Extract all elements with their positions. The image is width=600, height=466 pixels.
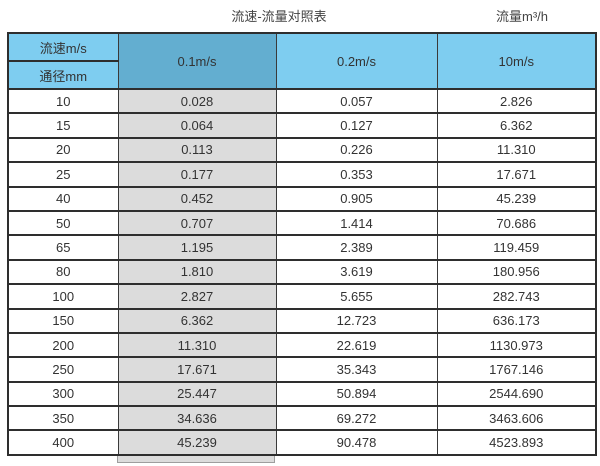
table-row: 400 45.239 90.478 4523.893: [7, 429, 597, 456]
flow-value-cell: 17.671: [436, 161, 597, 188]
table-row: 50 0.707 1.414 70.686: [7, 209, 597, 237]
flow-value-cell: 0.353: [275, 161, 438, 188]
flow-value-cell: 1767.146: [436, 356, 597, 383]
table-row: 350 34.636 69.272 3463.606: [7, 405, 597, 432]
flow-value-cell: 0.064: [117, 112, 277, 139]
flow-value-cell: 119.459: [436, 234, 597, 261]
table-row: 65 1.195 2.389 119.459: [7, 234, 597, 261]
flow-unit-label: 流量m³/h: [495, 9, 549, 24]
flow-value-cell: 2544.690: [436, 380, 597, 408]
flow-value-cell: 282.743: [436, 283, 597, 310]
flow-value-cell: 0.028: [117, 87, 277, 115]
diameter-cell: 50: [7, 209, 119, 237]
flow-value-cell: 0.707: [117, 209, 277, 237]
flow-value-cell: 3.619: [275, 258, 438, 286]
flow-value-cell: 1.414: [275, 209, 438, 237]
flow-value-cell: 34.636: [117, 405, 277, 432]
flow-value-cell: 50.894: [275, 380, 438, 408]
flow-value-cell: 69.272: [275, 405, 438, 432]
table-row: 200 11.310 22.619 1130.973: [7, 331, 597, 359]
flow-value-cell: 1.810: [117, 258, 277, 286]
flow-value-cell: 45.239: [117, 429, 277, 456]
header-diameter-label: 通径mm: [7, 60, 119, 90]
flow-value-cell: 12.723: [275, 307, 438, 334]
flow-value-cell: 90.478: [275, 429, 438, 456]
flow-value-cell: 0.226: [275, 136, 438, 164]
flow-value-cell: 2.389: [275, 234, 438, 261]
flow-value-cell: 45.239: [436, 185, 597, 212]
table-row: 20 0.113 0.226 11.310: [7, 136, 597, 164]
flow-value-cell: 6.362: [436, 112, 597, 139]
flow-value-cell: 0.452: [117, 185, 277, 212]
flow-rate-table: 流速m/s 0.1m/s 0.2m/s 10m/s 通径mm 10 0.028 0.…: [7, 32, 597, 456]
flow-value-cell: 2.827: [117, 283, 277, 310]
diameter-cell: 100: [7, 283, 119, 310]
flow-value-cell: 0.905: [275, 185, 438, 212]
column-header-0-1ms: 0.1m/s: [117, 32, 277, 90]
diameter-cell: 10: [7, 87, 119, 115]
flow-value-cell: 1130.973: [436, 331, 597, 359]
flow-value-cell: 70.686: [436, 209, 597, 237]
diameter-cell: 250: [7, 356, 119, 383]
flow-value-cell: 180.956: [436, 258, 597, 286]
column-header-10ms: 10m/s: [436, 32, 597, 90]
flow-value-cell: 25.447: [117, 380, 277, 408]
diameter-cell: 200: [7, 331, 119, 359]
diameter-cell: 80: [7, 258, 119, 286]
diameter-cell: 350: [7, 405, 119, 432]
header-velocity-label: 流速m/s: [7, 32, 119, 62]
column-header-0-2ms: 0.2m/s: [275, 32, 438, 90]
table-row: 80 1.810 3.619 180.956: [7, 258, 597, 286]
flow-value-cell: 17.671: [117, 356, 277, 383]
flow-value-cell: 636.173: [436, 307, 597, 334]
flow-value-cell: 0.113: [117, 136, 277, 164]
diameter-cell: 20: [7, 136, 119, 164]
page-title: 流速-流量对照表: [231, 9, 327, 24]
table-header: 流速m/s 0.1m/s 0.2m/s 10m/s 通径mm: [7, 32, 597, 90]
flow-value-cell: 35.343: [275, 356, 438, 383]
diameter-cell: 150: [7, 307, 119, 334]
flow-value-cell: 1.195: [117, 234, 277, 261]
table-row: 10 0.028 0.057 2.826: [7, 87, 597, 115]
flow-value-cell: 22.619: [275, 331, 438, 359]
table-body: 10 0.028 0.057 2.826 15 0.064 0.127 6.362 20 0.11…: [7, 87, 597, 456]
flow-value-cell: 11.310: [436, 136, 597, 164]
highlight-column-tail: [117, 456, 275, 463]
table-row: 300 25.447 50.894 2544.690: [7, 380, 597, 408]
flow-value-cell: 0.127: [275, 112, 438, 139]
diameter-cell: 40: [7, 185, 119, 212]
flow-value-cell: 11.310: [117, 331, 277, 359]
flow-value-cell: 2.826: [436, 87, 597, 115]
table-row: 150 6.362 12.723 636.173: [7, 307, 597, 334]
table-row: 40 0.452 0.905 45.239: [7, 185, 597, 212]
flow-value-cell: 5.655: [275, 283, 438, 310]
diameter-cell: 65: [7, 234, 119, 261]
flow-value-cell: 6.362: [117, 307, 277, 334]
flow-value-cell: 3463.606: [436, 405, 597, 432]
flow-value-cell: 0.177: [117, 161, 277, 188]
table-row: 250 17.671 35.343 1767.146: [7, 356, 597, 383]
diameter-cell: 25: [7, 161, 119, 188]
diameter-cell: 15: [7, 112, 119, 139]
flow-value-cell: 4523.893: [436, 429, 597, 456]
diameter-cell: 300: [7, 380, 119, 408]
table-row: 25 0.177 0.353 17.671: [7, 161, 597, 188]
table-row: 100 2.827 5.655 282.743: [7, 283, 597, 310]
table-row: 15 0.064 0.127 6.362: [7, 112, 597, 139]
flow-value-cell: 0.057: [275, 87, 438, 115]
diameter-cell: 400: [7, 429, 119, 456]
